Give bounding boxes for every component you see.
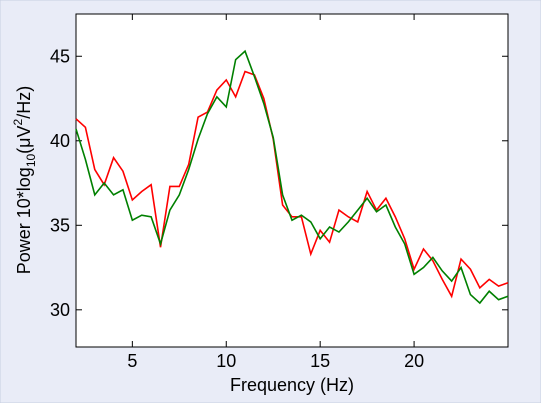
data-line — [75, 70, 509, 299]
x-tick-label: 5 — [127, 351, 137, 371]
y-tick-label: 30 — [50, 300, 70, 320]
x-tick-label: 10 — [216, 351, 236, 371]
y-tick-label: 35 — [50, 215, 70, 235]
x-tick-label: 15 — [310, 351, 330, 371]
y-tick-label: 40 — [50, 131, 70, 151]
x-axis-label: Frequency (Hz) — [230, 375, 354, 395]
y-label-part: (μV — [14, 125, 34, 153]
y-axis-label: Power 10*log10(μV2/Hz) — [11, 86, 38, 275]
y-tick-label: 45 — [50, 46, 70, 66]
y-label-sub: 10 — [24, 153, 38, 167]
plot-area — [75, 13, 509, 348]
y-label-part: Power 10*log — [14, 167, 34, 274]
y-label-sup: 2 — [11, 118, 25, 125]
x-tick-label: 20 — [404, 351, 424, 371]
data-line — [75, 49, 509, 305]
y-label-part: /Hz) — [14, 86, 34, 119]
